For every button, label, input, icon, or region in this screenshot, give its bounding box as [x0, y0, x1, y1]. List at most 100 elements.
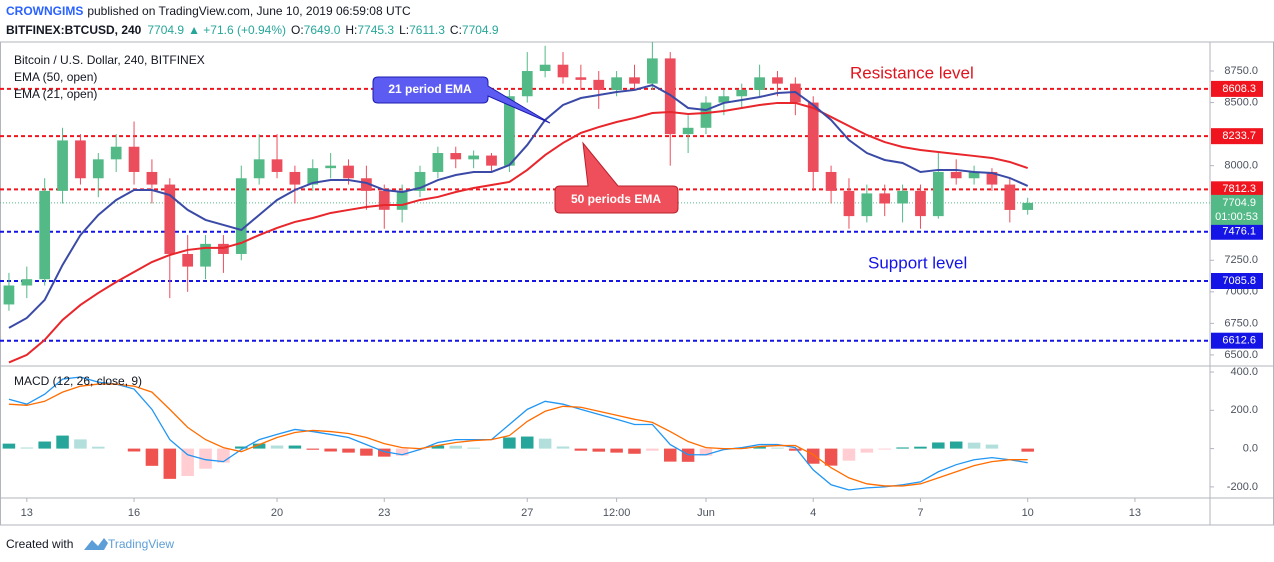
histogram-bar: [324, 448, 337, 452]
histogram-bar: [860, 448, 874, 453]
candle-body: [235, 178, 247, 254]
level-label: 7476.1: [1222, 226, 1256, 238]
ohlc-key: O:: [291, 23, 304, 37]
x-tick-label: Jun: [697, 507, 715, 519]
x-tick-label: 27: [521, 507, 533, 519]
level-label: 6612.6: [1222, 335, 1256, 347]
histogram-bar: [699, 448, 713, 456]
line-series: [8, 83, 1029, 329]
ema50-legend: EMA (50, open): [14, 70, 97, 84]
histogram-bar: [360, 448, 373, 456]
level-label: 7812.3: [1222, 183, 1256, 195]
candle-body: [718, 96, 730, 103]
histogram-bar: [949, 441, 963, 449]
level-label-box: [1211, 272, 1263, 289]
macd-legend: MACD (12, 26, close, 9): [14, 374, 142, 388]
candle-body: [986, 171, 998, 185]
candle-body: [164, 184, 176, 254]
histogram-bar: [806, 448, 820, 464]
histogram-bar: [628, 448, 641, 454]
countdown-label: 01:00:53: [1215, 211, 1258, 223]
candle-body: [200, 243, 211, 267]
histogram-bar: [449, 445, 463, 449]
histogram-bar: [395, 448, 409, 456]
candle-body: [647, 58, 658, 84]
candle-body: [182, 253, 194, 267]
histogram-bar: [288, 445, 302, 449]
x-tick-label: 7: [917, 507, 923, 519]
ohlc-key: C:: [450, 23, 462, 37]
histogram-bar: [1021, 448, 1034, 452]
ohlc-value: 7649.0: [304, 23, 341, 37]
y-tick-label: 400.0: [1230, 366, 1258, 378]
candle-body: [700, 102, 712, 128]
x-tick-label: 23: [378, 507, 390, 519]
level-label-box: [1211, 128, 1263, 145]
footer-created: Created with: [6, 537, 73, 551]
candle-body: [325, 165, 337, 169]
y-tick-label: 6750.0: [1224, 317, 1258, 329]
main-pane: [3, 42, 1034, 364]
candle-body: [843, 190, 855, 217]
candle-body: [682, 127, 694, 135]
candle-body: [736, 89, 748, 97]
candle-body: [557, 64, 569, 78]
candle-body: [593, 79, 605, 90]
histogram-bar: [74, 439, 87, 449]
ohlc-value: 7611.3: [409, 23, 445, 37]
ohlc-value: 7745.3: [357, 23, 394, 37]
candle-body: [611, 77, 622, 90]
candle-body: [807, 102, 819, 172]
x-tick-label: 12:00: [603, 507, 631, 519]
support-label: Support level: [868, 253, 967, 272]
histogram-bar: [789, 448, 802, 451]
brand-logo: [84, 538, 108, 550]
histogram-bar: [270, 445, 284, 449]
histogram-bar: [306, 448, 320, 450]
candle-body: [1004, 184, 1016, 210]
histogram-bar: [181, 448, 194, 476]
histogram-bar: [2, 443, 16, 449]
histogram-bar: [163, 448, 177, 479]
histogram-bar: [663, 448, 677, 462]
candle-body: [879, 193, 891, 204]
y-tick-label: 8500.0: [1224, 96, 1258, 108]
macd-pane: [2, 376, 1034, 491]
histogram-bar: [574, 448, 588, 451]
candle-body: [504, 96, 515, 166]
candle-body: [932, 171, 944, 217]
candle-body: [432, 153, 444, 172]
histogram-bar: [592, 448, 605, 452]
line-series: [8, 376, 1028, 491]
histogram-bar: [556, 446, 570, 449]
y-tick-label: 7250.0: [1224, 254, 1258, 266]
histogram-bar: [824, 448, 838, 466]
candle-body: [39, 190, 51, 280]
callout-ema50-text: 50 periods EMA: [571, 192, 661, 206]
candle-body: [450, 153, 462, 160]
candle-body: [968, 171, 980, 179]
histogram-bar: [878, 448, 891, 450]
candle-body: [3, 285, 15, 305]
candle-body: [378, 190, 390, 210]
change: ▲ +71.6 (+0.94%): [188, 23, 286, 37]
candle-body: [664, 58, 676, 135]
histogram-bar: [127, 448, 141, 452]
candle-body: [21, 279, 33, 286]
histogram-bar: [503, 437, 516, 449]
candle-body: [950, 171, 962, 179]
author: CROWNGIMS: [6, 4, 83, 18]
histogram-bar: [538, 438, 552, 449]
candle-body: [253, 159, 265, 179]
histogram-bar: [378, 448, 391, 457]
histogram-bar: [967, 442, 981, 449]
ohlc-value: 7704.9: [462, 23, 499, 37]
histogram-bar: [20, 447, 34, 449]
level-label-box: [1211, 80, 1263, 97]
y-tick-label: 8000.0: [1224, 160, 1258, 172]
last-price-box: [1211, 194, 1263, 225]
candle-body: [75, 140, 86, 179]
candle-body: [57, 140, 68, 191]
candle-body: [271, 159, 283, 172]
